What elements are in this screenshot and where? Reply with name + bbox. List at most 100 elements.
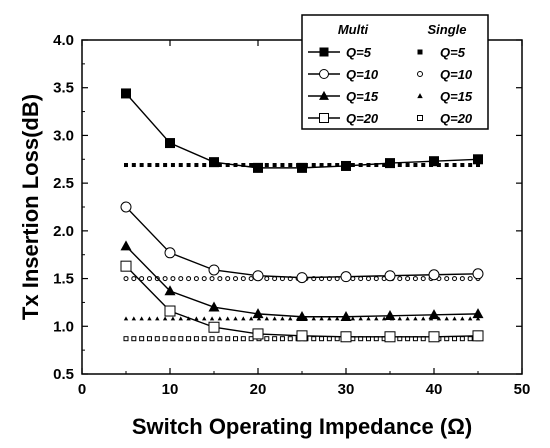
single-point xyxy=(249,163,254,168)
data-point xyxy=(120,201,132,213)
single-point xyxy=(444,163,449,168)
data-point xyxy=(164,305,176,317)
single-point xyxy=(366,316,371,321)
legend-box xyxy=(301,14,489,130)
y-tick-label: 3.5 xyxy=(53,80,74,97)
single-point xyxy=(163,163,168,168)
data-point xyxy=(208,301,220,312)
single-point xyxy=(413,163,418,168)
y-tick-label: 1.0 xyxy=(53,318,74,335)
single-point xyxy=(155,316,160,321)
legend-marker-single xyxy=(417,115,423,121)
single-point xyxy=(272,336,278,342)
data-point xyxy=(296,272,308,284)
data-point xyxy=(120,260,132,272)
single-point xyxy=(319,316,324,321)
legend-label-single: Q=5 xyxy=(440,45,466,60)
single-point xyxy=(264,336,270,342)
single-point xyxy=(131,316,137,321)
single-point xyxy=(170,316,176,321)
legend-header-multi: Multi xyxy=(338,22,369,37)
single-point xyxy=(194,163,199,168)
y-tick-label: 1.5 xyxy=(53,271,74,288)
single-point xyxy=(209,336,215,342)
single-point xyxy=(264,316,269,321)
data-point xyxy=(340,271,352,283)
single-point xyxy=(335,163,340,168)
single-point xyxy=(374,163,379,168)
single-point xyxy=(460,316,465,321)
data-point xyxy=(296,330,308,342)
single-point xyxy=(240,276,246,282)
data-point xyxy=(384,310,396,321)
single-point xyxy=(397,276,403,282)
single-point xyxy=(280,163,285,168)
multi-series-q-10 xyxy=(120,201,484,284)
single-point xyxy=(405,316,410,321)
single-point xyxy=(162,316,168,321)
data-point xyxy=(252,328,264,340)
single-point xyxy=(139,316,144,321)
single-point xyxy=(193,276,199,282)
data-point xyxy=(252,270,264,282)
single-point xyxy=(326,336,332,342)
single-point xyxy=(217,276,223,282)
single-point xyxy=(233,276,239,282)
single-point xyxy=(421,163,426,168)
single-point xyxy=(225,163,230,168)
legend-marker-multi xyxy=(319,47,329,57)
single-point xyxy=(217,316,223,321)
single-point xyxy=(147,163,152,168)
single-point xyxy=(146,336,152,342)
x-tick-label: 20 xyxy=(250,381,267,398)
single-point xyxy=(217,163,222,168)
single-point xyxy=(201,336,207,342)
single-point xyxy=(256,316,262,321)
data-point xyxy=(473,154,483,165)
single-point xyxy=(452,276,458,282)
single-point xyxy=(288,316,293,321)
single-point xyxy=(413,316,418,321)
single-point xyxy=(444,276,450,282)
single-point xyxy=(365,276,371,282)
legend-label-multi: Q=20 xyxy=(346,111,379,126)
single-point xyxy=(186,163,191,168)
legend-marker-multi xyxy=(319,90,329,100)
y-tick-label: 3.0 xyxy=(53,127,74,144)
single-point xyxy=(311,336,317,342)
data-point xyxy=(296,310,308,321)
data-point xyxy=(208,264,220,276)
single-point xyxy=(233,336,239,342)
single-point xyxy=(468,163,473,168)
legend-marker-single xyxy=(417,71,423,77)
single-point xyxy=(248,276,254,282)
single-point xyxy=(319,163,324,168)
single-point xyxy=(202,316,207,321)
single-point xyxy=(170,276,176,282)
data-point xyxy=(428,331,440,343)
single-point xyxy=(327,316,332,321)
data-point xyxy=(384,331,396,343)
legend-label-single: Q=15 xyxy=(440,89,473,104)
single-point xyxy=(193,336,199,342)
single-point xyxy=(217,336,223,342)
single-point xyxy=(319,336,325,342)
single-point xyxy=(131,276,137,282)
y-tick-label: 0.5 xyxy=(53,366,74,383)
data-point xyxy=(341,160,351,171)
single-point xyxy=(405,276,411,282)
single-point xyxy=(311,163,316,168)
y-tick-label: 4.0 xyxy=(53,32,74,49)
single-point xyxy=(202,163,207,168)
series-line xyxy=(125,206,479,279)
single-point xyxy=(248,316,254,321)
single-point xyxy=(476,163,480,168)
single-point xyxy=(201,276,207,282)
data-point xyxy=(472,330,484,342)
single-point xyxy=(452,336,458,342)
single-point xyxy=(444,316,449,321)
single-point xyxy=(178,336,184,342)
x-tick-label: 40 xyxy=(426,381,443,398)
single-point xyxy=(139,336,145,342)
single-point xyxy=(358,316,363,321)
